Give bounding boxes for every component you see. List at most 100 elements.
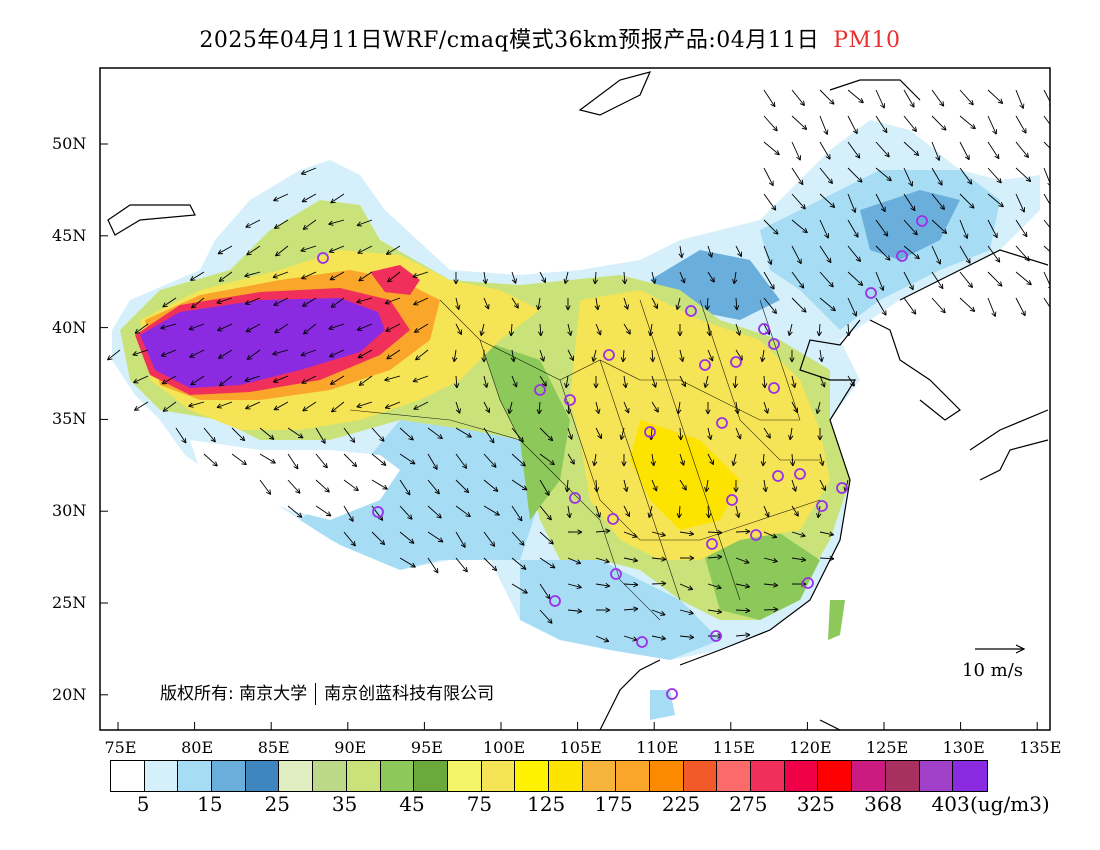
wind-arrow <box>511 583 528 594</box>
wind-arrow <box>763 582 779 588</box>
wind-arrow <box>537 323 544 337</box>
wind-arrow <box>357 245 373 254</box>
wind-arrow <box>427 557 439 574</box>
wind-arrow <box>133 375 149 384</box>
legend-label: 403 <box>931 792 970 816</box>
wind-arrow <box>707 529 723 536</box>
wind-arrow <box>791 115 808 130</box>
wind-arrow <box>343 453 358 468</box>
wind-arrow <box>706 323 712 337</box>
field-red-spot <box>370 265 420 295</box>
wind-arrow <box>356 219 373 227</box>
wind-arrow <box>481 349 487 363</box>
wind-arrow <box>677 323 683 337</box>
legend-swatch <box>784 761 819 791</box>
wind-arrow <box>455 297 461 310</box>
legend-label: 325 <box>796 792 835 816</box>
legend-swatch <box>683 761 718 791</box>
wind-arrow <box>567 529 583 535</box>
wind-arrow <box>623 297 629 310</box>
legend-swatch <box>650 761 684 791</box>
wind-arrow <box>875 89 885 109</box>
wind-arrow <box>455 505 471 518</box>
wind-arrow <box>357 349 373 359</box>
wind-arrow <box>567 453 575 465</box>
wind-arrow <box>704 479 710 493</box>
wind-arrow <box>735 632 751 638</box>
wind-arrow <box>385 245 401 255</box>
legend-label: 125 <box>527 792 566 816</box>
wind-arrow <box>595 557 610 564</box>
wind-arrow <box>959 141 970 161</box>
wind-reference-label: 10 m/s <box>962 660 1023 681</box>
wind-arrow <box>371 479 388 490</box>
wind-arrow <box>651 479 658 492</box>
wind-arrow <box>539 349 545 362</box>
wind-arrow <box>385 323 401 332</box>
wind-arrow <box>1015 193 1025 213</box>
wind-arrow <box>315 479 330 493</box>
wind-arrow <box>931 89 945 107</box>
wind-arrow <box>371 427 385 442</box>
station-marker <box>569 492 581 504</box>
wind-arrow <box>399 427 414 441</box>
wind-arrow <box>987 245 1001 263</box>
wind-arrow <box>483 557 498 572</box>
wind-arrow <box>735 583 750 589</box>
wind-arrow <box>358 271 373 282</box>
wind-vector-field <box>107 89 1050 643</box>
wind-arrow <box>384 401 401 409</box>
longitude-label: 110E <box>636 738 679 757</box>
wind-arrow <box>160 323 177 330</box>
wind-arrow <box>244 375 261 383</box>
wind-arrow <box>216 297 233 305</box>
wind-arrow <box>735 557 750 564</box>
longitude-label: 90E <box>334 738 367 757</box>
wind-arrow <box>763 297 777 314</box>
wind-arrow <box>987 115 997 135</box>
wind-arrow <box>564 375 570 389</box>
latitude-label: 20N <box>52 684 87 704</box>
wind-arrow <box>384 375 401 382</box>
wind-arrow <box>259 479 272 495</box>
legend-swatch <box>212 761 246 791</box>
station-marker <box>564 394 576 406</box>
wind-arrow <box>763 401 769 414</box>
legend-label: 275 <box>729 792 768 816</box>
wind-arrow <box>648 323 654 337</box>
wind-arrow <box>875 115 888 134</box>
wind-arrow <box>651 531 666 538</box>
wind-arrow <box>162 401 177 412</box>
wind-arrow <box>507 401 513 414</box>
wind-arrow <box>847 167 863 183</box>
wind-arrow <box>483 453 497 468</box>
wind-arrow <box>593 375 599 389</box>
wind-arrow <box>791 401 798 414</box>
wind-arrow <box>816 323 823 337</box>
latitude-label: 35N <box>52 409 87 429</box>
latitude-label: 50N <box>52 134 87 153</box>
wind-arrow <box>301 271 317 280</box>
wind-arrow <box>301 297 317 307</box>
station-marker <box>603 349 615 361</box>
station-marker <box>758 323 770 335</box>
wind-arrow <box>511 531 525 546</box>
wind-arrow <box>651 297 658 310</box>
field-dark-green-west <box>480 340 570 520</box>
copyright-divider <box>315 683 317 705</box>
wind-arrow <box>563 271 569 284</box>
wind-arrow <box>539 271 546 284</box>
wind-arrow <box>328 219 345 226</box>
legend-swatch <box>313 761 347 791</box>
wind-arrow <box>791 167 804 186</box>
wind-arrow <box>733 479 739 493</box>
wind-arrow <box>1043 271 1050 289</box>
wind-arrow <box>623 557 638 563</box>
wind-arrow <box>763 89 776 108</box>
wind-arrow <box>595 323 602 336</box>
wind-arrow <box>732 271 738 285</box>
field-yellow-central <box>570 290 830 560</box>
wind-arrow <box>1043 245 1050 253</box>
station-marker <box>636 636 648 648</box>
